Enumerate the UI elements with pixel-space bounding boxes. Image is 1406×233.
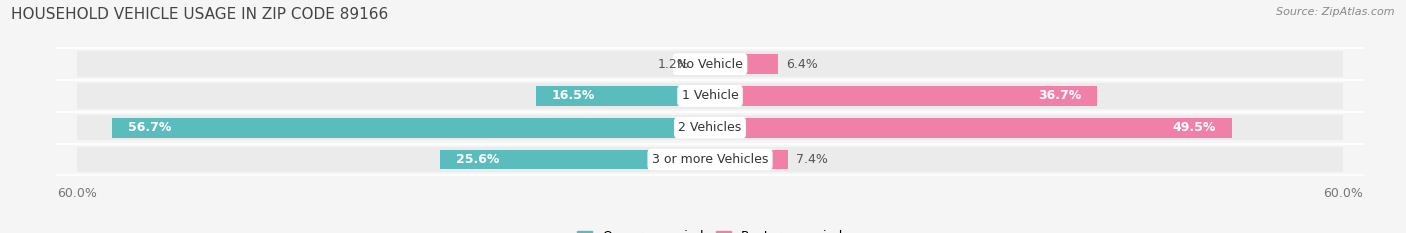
Bar [536,86,710,106]
Bar [710,86,1097,106]
Text: 1 Vehicle: 1 Vehicle [682,89,738,103]
Bar [697,54,710,74]
Text: 7.4%: 7.4% [796,153,828,166]
Bar [77,115,1343,140]
Text: Source: ZipAtlas.com: Source: ZipAtlas.com [1277,7,1395,17]
Bar [77,83,1343,109]
Text: HOUSEHOLD VEHICLE USAGE IN ZIP CODE 89166: HOUSEHOLD VEHICLE USAGE IN ZIP CODE 8916… [11,7,388,22]
Text: 6.4%: 6.4% [786,58,818,71]
Text: 25.6%: 25.6% [456,153,499,166]
Bar [440,150,710,169]
Text: 2 Vehicles: 2 Vehicles [679,121,741,134]
Legend: Owner-occupied, Renter-occupied: Owner-occupied, Renter-occupied [572,225,848,233]
Bar [710,54,778,74]
Text: 36.7%: 36.7% [1038,89,1081,103]
Text: 56.7%: 56.7% [128,121,172,134]
Bar [710,150,787,169]
Bar [77,147,1343,172]
Bar [112,118,710,137]
Text: 1.2%: 1.2% [657,58,689,71]
Text: No Vehicle: No Vehicle [678,58,742,71]
Text: 3 or more Vehicles: 3 or more Vehicles [652,153,768,166]
Text: 49.5%: 49.5% [1173,121,1216,134]
Bar [710,118,1232,137]
Bar [77,51,1343,77]
Text: 16.5%: 16.5% [551,89,595,103]
